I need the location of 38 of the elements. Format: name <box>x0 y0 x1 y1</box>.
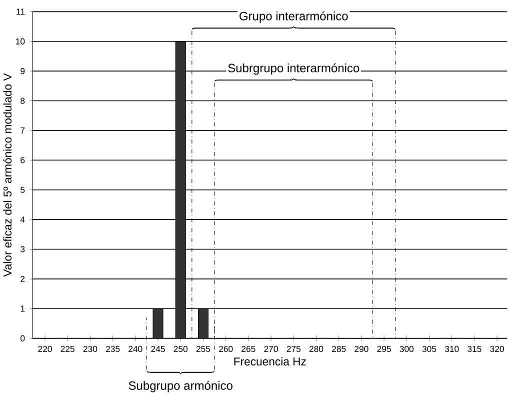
y-tick-label: 11 <box>16 8 25 15</box>
x-tick-label: 310 <box>444 346 459 352</box>
y-tick-label: 8 <box>20 98 25 104</box>
x-axis-title: Frecuencia Hz <box>234 357 306 366</box>
x-tick-label: 300 <box>400 346 414 352</box>
x-tick-label: 255 <box>196 346 210 352</box>
x-tick-label: 320 <box>490 346 504 352</box>
y-axis-title: Valor eficaz del 5º armónico modulado V <box>3 73 12 277</box>
y-tick-label: 5 <box>20 186 25 193</box>
x-tick-label: 225 <box>60 346 74 352</box>
x-tick-label: 245 <box>151 346 165 352</box>
x-tick-label: 290 <box>354 346 368 352</box>
x-tick-label: 260 <box>219 346 233 352</box>
x-tick-label: 315 <box>468 346 482 352</box>
y-tick-label: 0 <box>20 335 25 342</box>
x-tick-label: 235 <box>106 346 120 352</box>
x-tick-label: 280 <box>309 346 324 352</box>
x-tick-label: 305 <box>422 346 436 352</box>
y-tick-label: 9 <box>20 68 25 74</box>
x-tick-label: 270 <box>264 346 278 352</box>
y-tick-label: 2 <box>20 276 25 282</box>
x-tick-label: 250 <box>174 346 188 352</box>
x-tick-label: 265 <box>242 346 256 352</box>
annotation: Subrgrupo interarmónico <box>228 63 360 75</box>
x-tick-label: 285 <box>332 346 346 352</box>
annotation: Grupo interarmónico <box>240 11 348 23</box>
y-tick-label: 4 <box>20 216 25 223</box>
y-tick-label: 1 <box>20 306 25 312</box>
y-tick-label: 3 <box>20 246 25 252</box>
y-tick-label: 7 <box>20 127 25 134</box>
x-tick-label: 230 <box>83 346 98 352</box>
x-tick-label: 220 <box>38 346 52 352</box>
y-tick-label: 6 <box>20 157 25 164</box>
text: Subgrupo armónico <box>128 380 232 392</box>
x-tick-label: 295 <box>377 346 391 352</box>
y-tick-label: 10 <box>16 38 25 44</box>
x-tick-label: 275 <box>286 346 300 352</box>
x-tick-label: 240 <box>128 346 142 352</box>
